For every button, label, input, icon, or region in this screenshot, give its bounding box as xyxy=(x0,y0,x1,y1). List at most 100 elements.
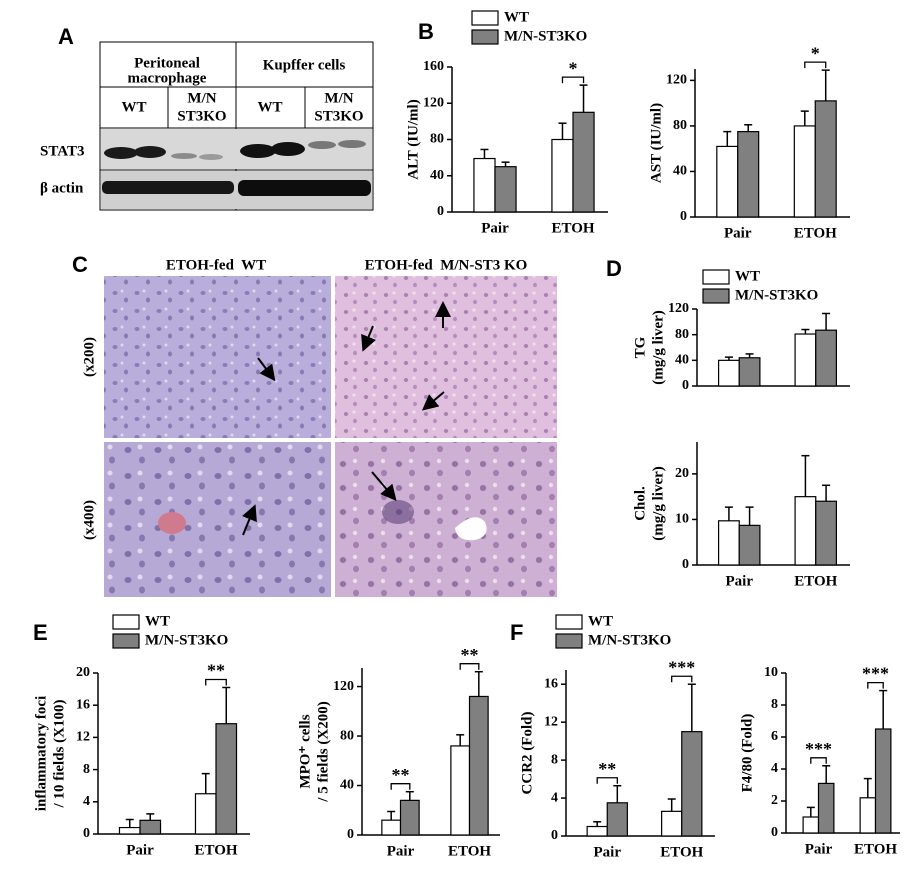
y-tick-label: 8 xyxy=(551,752,558,767)
legend-swatch xyxy=(471,10,499,26)
significance-label: ** xyxy=(207,661,225,681)
blot-lane-label: WT xyxy=(121,99,146,115)
y-tick-label: 16 xyxy=(544,676,558,691)
histology-column-label: ETOH-fed M/N-ST3 KO xyxy=(365,257,528,273)
bar xyxy=(194,793,217,835)
y-tick-label: 40 xyxy=(340,778,354,793)
y-axis-label: inflammatory foci xyxy=(33,696,49,811)
y-tick-label: 0 xyxy=(771,825,778,840)
blot-group-label: Kupffer cells xyxy=(263,57,346,73)
bar xyxy=(399,799,420,836)
y-tick-label: 4 xyxy=(551,790,558,805)
legend-label: WT xyxy=(145,613,170,629)
panel-letter: F xyxy=(510,620,523,645)
y-tick-label: 0 xyxy=(682,378,689,393)
legend-swatch xyxy=(702,288,730,304)
bar xyxy=(802,816,820,834)
bar xyxy=(817,782,835,834)
y-tick-label: 0 xyxy=(437,204,444,219)
histology-column-label: ETOH-fed WT xyxy=(166,257,266,273)
significance-bracket xyxy=(671,675,693,683)
legend-swatch xyxy=(555,633,583,649)
y-tick-label: 6 xyxy=(771,729,778,744)
histology xyxy=(104,276,557,597)
bar xyxy=(716,145,739,218)
significance-bracket xyxy=(867,681,884,689)
significance-label: *** xyxy=(805,739,832,759)
legend-swatch xyxy=(112,633,140,649)
bar xyxy=(859,797,877,834)
y-tick-label: 10 xyxy=(675,512,689,527)
blot-band xyxy=(104,147,138,159)
y-axis-label: AST (IU/ml) xyxy=(648,103,664,183)
significance-bracket xyxy=(459,663,480,670)
vessel xyxy=(158,512,186,534)
x-tick-label: ETOH xyxy=(794,225,837,241)
bar xyxy=(661,810,683,837)
significance-bracket xyxy=(561,76,585,84)
vessel xyxy=(455,517,487,541)
x-tick-label: Pair xyxy=(481,220,509,236)
panel-letter: B xyxy=(418,19,434,44)
significance-label: ** xyxy=(461,645,479,665)
y-tick-label: 80 xyxy=(675,327,689,342)
y-tick-label: 0 xyxy=(680,209,687,224)
y-tick-label: 80 xyxy=(340,728,354,743)
histology-row-label: (x200) xyxy=(81,337,97,377)
y-tick-label: 4 xyxy=(771,761,778,776)
y-tick-label: 0 xyxy=(551,828,558,843)
significance-label: * xyxy=(811,43,820,63)
significance-bracket xyxy=(804,61,827,69)
x-tick-label: Pair xyxy=(726,573,754,589)
blot-band xyxy=(308,141,336,149)
y-axis-label: TG xyxy=(632,336,648,358)
legend-label: WT xyxy=(504,9,529,25)
significance-label: ** xyxy=(598,759,616,779)
blot-band xyxy=(240,144,276,158)
x-tick-label: Pair xyxy=(805,841,833,857)
y-tick-label: 160 xyxy=(423,59,444,74)
bar xyxy=(215,723,238,835)
bar xyxy=(738,357,761,387)
bar xyxy=(874,728,892,834)
y-tick-label: 4 xyxy=(83,794,90,809)
bar xyxy=(717,359,740,387)
bar xyxy=(794,333,817,387)
x-tick-label: ETOH xyxy=(194,842,237,858)
panel-letter: A xyxy=(58,24,74,49)
significance-label: *** xyxy=(668,657,695,677)
y-axis-label: (mg/g liver) xyxy=(650,466,666,541)
blot-row-label: STAT3 xyxy=(40,143,84,159)
legend-swatch xyxy=(702,269,730,285)
legend-swatch xyxy=(471,29,499,45)
y-axis-label: ALT (IU/ml) xyxy=(405,99,421,179)
significance-bracket xyxy=(810,757,827,764)
significance-bracket xyxy=(205,678,227,686)
arrow xyxy=(257,357,276,382)
legend-label: WT xyxy=(588,613,613,629)
bar xyxy=(794,496,817,566)
legend-label: M/N-ST3KO xyxy=(735,287,818,303)
bar xyxy=(118,826,141,835)
blot-lane-label: ST3KO xyxy=(314,108,363,124)
y-tick-label: 40 xyxy=(430,168,444,183)
bar xyxy=(815,329,838,387)
blot-band xyxy=(271,142,305,156)
significance-bracket xyxy=(596,777,618,784)
x-tick-label: Pair xyxy=(724,225,752,241)
bar xyxy=(551,138,574,213)
arrow xyxy=(371,471,397,502)
significance-bracket xyxy=(390,783,411,790)
micrograph xyxy=(335,442,557,597)
y-tick-label: 8 xyxy=(771,697,778,712)
blot-band xyxy=(338,140,366,148)
significance-label: *** xyxy=(862,664,889,684)
bar xyxy=(814,100,837,218)
x-tick-label: ETOH xyxy=(794,573,837,589)
legend-label: M/N-ST3KO xyxy=(504,28,587,44)
bar xyxy=(717,520,740,566)
legend-label: M/N-ST3KO xyxy=(145,632,228,648)
panel-letter: C xyxy=(72,252,88,277)
y-axis-label: / 5 fields (X200) xyxy=(315,701,331,802)
x-tick-label: ETOH xyxy=(551,220,594,236)
